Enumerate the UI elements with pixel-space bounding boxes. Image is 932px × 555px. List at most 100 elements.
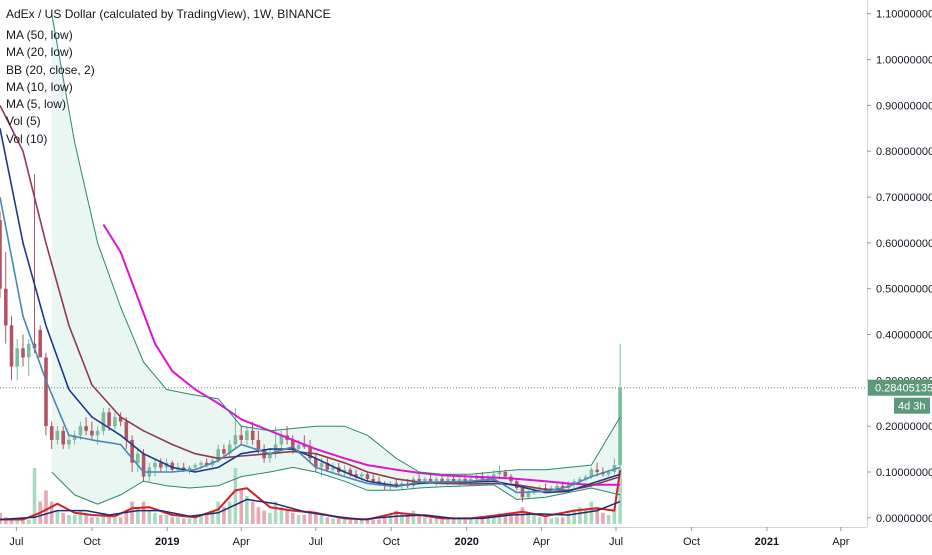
candle-body-12 bbox=[67, 439, 71, 445]
x-tick-label-7: Apr bbox=[533, 536, 550, 548]
y-tick-label-5: 0.50000000 bbox=[876, 284, 932, 296]
volume-bar-86 bbox=[492, 515, 496, 524]
volume-bar-80 bbox=[457, 519, 462, 524]
volume-bar-27 bbox=[153, 512, 157, 524]
volume-bar-90 bbox=[515, 512, 519, 524]
legend-ma10[interactable]: MA (10, low) bbox=[6, 79, 73, 94]
candle-body-44 bbox=[250, 430, 255, 440]
volume-bar-3 bbox=[15, 520, 19, 524]
volume-bar-108 bbox=[618, 468, 622, 524]
candle-body-11 bbox=[61, 430, 65, 445]
y-tick-label-8: 0.80000000 bbox=[876, 146, 932, 158]
x-tick-label-10: 2021 bbox=[755, 536, 779, 548]
candle-body-41 bbox=[233, 435, 238, 445]
candle-body-8 bbox=[44, 357, 48, 427]
volume-bar-11 bbox=[61, 512, 65, 524]
candle-body-56 bbox=[319, 462, 324, 468]
candle-body-13 bbox=[72, 435, 77, 440]
volume-bar-49 bbox=[279, 507, 284, 524]
candle-body-103 bbox=[589, 469, 594, 477]
candle-body-5 bbox=[26, 343, 31, 358]
volume-bar-66 bbox=[377, 519, 381, 524]
volume-bar-10 bbox=[55, 510, 60, 524]
candle-body-21 bbox=[118, 417, 123, 422]
candle-body-4 bbox=[21, 348, 25, 358]
volume-bar-17 bbox=[95, 517, 100, 524]
volume-bar-35 bbox=[199, 515, 203, 524]
ma-line-0 bbox=[102, 223, 621, 486]
x-tick-label-1: Oct bbox=[83, 536, 100, 548]
candle-body-47 bbox=[268, 453, 272, 459]
volume-bar-14 bbox=[78, 510, 83, 524]
volume-bar-26 bbox=[147, 510, 152, 524]
volume-bar-92 bbox=[526, 512, 531, 524]
candle-body-0 bbox=[0, 220, 2, 289]
candle-body-23 bbox=[130, 439, 134, 463]
volume-bar-31 bbox=[176, 517, 180, 524]
axes bbox=[0, 0, 868, 528]
x-axis-labels: Jul Oct 2019 Apr Jul Oct 2020 Apr Jul Oct 2021 Apr bbox=[9, 527, 850, 548]
volume-bar-73 bbox=[417, 515, 421, 524]
candle-body-80 bbox=[457, 478, 462, 482]
legend-bb[interactable]: BB (20, close, 2) bbox=[6, 62, 95, 77]
ma-line-4 bbox=[0, 128, 621, 494]
volume-bar-18 bbox=[101, 512, 106, 524]
volume-bar-46 bbox=[262, 510, 266, 524]
candle-body-92 bbox=[526, 492, 531, 498]
candle-body-86 bbox=[492, 474, 496, 477]
volume-bar-5 bbox=[26, 519, 31, 524]
volume-bar-107 bbox=[612, 510, 617, 524]
volume-bar-98 bbox=[560, 517, 565, 524]
volume-bar-67 bbox=[382, 517, 387, 524]
volume-bar-22 bbox=[124, 510, 129, 524]
volume-bar-42 bbox=[239, 490, 243, 524]
volume-bar-84 bbox=[480, 518, 485, 524]
volume-ma-line-1 bbox=[0, 498, 621, 521]
candle-body-97 bbox=[555, 485, 559, 489]
candle-body-6 bbox=[32, 343, 37, 349]
x-tick-label-2: 2019 bbox=[155, 536, 179, 548]
y-tick-label-6: 0.60000000 bbox=[876, 238, 932, 250]
candle-body-20 bbox=[113, 417, 117, 427]
candle-body-9 bbox=[49, 426, 54, 440]
candle-body-25 bbox=[141, 453, 146, 477]
ma-line-3 bbox=[51, 466, 621, 505]
volume-bar-36 bbox=[204, 515, 209, 524]
volume-ma-line-0 bbox=[0, 470, 622, 521]
last-price-tag bbox=[868, 379, 932, 396]
candle-body-64 bbox=[365, 474, 370, 479]
candle-body-55 bbox=[314, 458, 318, 468]
legend-vol10[interactable]: Vol (10) bbox=[6, 131, 48, 146]
y-tick-label-0: 0.00000000 bbox=[876, 513, 932, 525]
volume-bar-59 bbox=[337, 518, 341, 524]
candle-body-36 bbox=[204, 462, 209, 466]
candle-body-35 bbox=[199, 462, 203, 466]
volume-bar-94 bbox=[537, 517, 542, 524]
candle-body-63 bbox=[359, 474, 364, 477]
x-tick-label-6: 2020 bbox=[454, 536, 478, 548]
volume-bar-34 bbox=[193, 517, 197, 524]
volume-bar-68 bbox=[388, 515, 393, 524]
legend-vol5[interactable]: Vol (5) bbox=[6, 114, 41, 129]
legend-ma20[interactable]: MA (20, low) bbox=[6, 45, 73, 60]
legend-ma50[interactable]: MA (50, low) bbox=[6, 28, 73, 42]
y-tick-label-2: 0.20000000 bbox=[876, 421, 932, 433]
legend-ma5[interactable]: MA (5, low) bbox=[6, 97, 67, 112]
candle-body-38 bbox=[216, 449, 220, 461]
candle-body-28 bbox=[159, 462, 163, 468]
volume-bar-23 bbox=[130, 501, 134, 524]
candle-body-32 bbox=[182, 467, 186, 470]
volume-bar-102 bbox=[583, 510, 588, 524]
volume-bar-74 bbox=[423, 517, 427, 524]
volume-bar-32 bbox=[182, 518, 186, 524]
volume-bar-2 bbox=[9, 519, 14, 524]
last-price-label: 0.28405135 4d 3h bbox=[868, 379, 932, 414]
x-tick-label-3: Apr bbox=[233, 536, 250, 548]
candle-body-61 bbox=[348, 469, 353, 475]
volume-bar-29 bbox=[164, 515, 169, 524]
ma-line-5 bbox=[0, 196, 621, 494]
candle-body-2 bbox=[9, 325, 14, 367]
volume-bar-97 bbox=[555, 517, 559, 524]
